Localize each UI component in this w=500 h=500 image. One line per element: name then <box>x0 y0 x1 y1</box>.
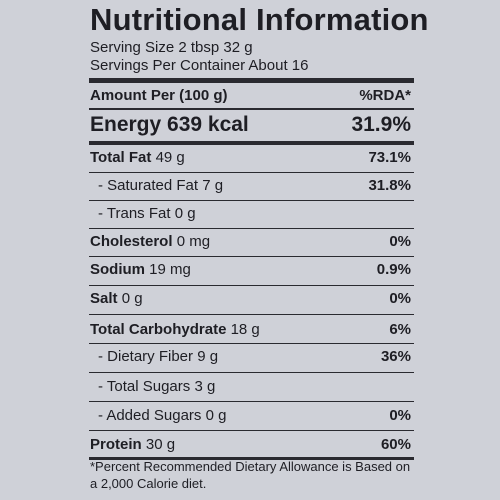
nutrient-rda: 31.8% <box>368 177 411 194</box>
nutrient-amount: 30 g <box>145 436 176 453</box>
nutrient-rda: 73.1% <box>368 149 411 166</box>
nutrient-amount: 7 g <box>202 177 224 194</box>
nutrient-label: - Dietary Fiber 9 g <box>98 343 218 370</box>
divider <box>89 256 414 257</box>
nutrient-rda: 0% <box>389 233 411 250</box>
nutrient-rda: 6% <box>389 321 411 338</box>
nutrient-amount: 0 g <box>174 205 196 222</box>
nutrient-row: - Added Sugars 0 g 0% <box>90 402 411 429</box>
nutrient-row: - Dietary Fiber 9 g 36% <box>90 343 411 370</box>
nutrient-name: - Dietary Fiber <box>98 348 194 365</box>
thick-divider <box>89 141 414 145</box>
nutrient-amount: 0 mg <box>176 233 211 250</box>
nutrient-name: Total Carbohydrate <box>90 321 227 338</box>
nutrient-amount: 3 g <box>194 378 216 395</box>
nutrient-row: Protein 30 g 60% <box>90 431 411 458</box>
energy-rda: 31.9% <box>351 113 411 136</box>
nutrient-amount: 0 g <box>205 407 227 424</box>
nutrient-label: Sodium 19 mg <box>90 256 191 283</box>
nutrient-amount: 49 g <box>155 149 185 166</box>
nutrient-label: - Total Sugars 3 g <box>98 373 215 400</box>
footnote: *Percent Recommended Dietary Allowance i… <box>90 459 411 491</box>
energy-label: Energy 639 kcal <box>90 113 249 136</box>
nutrient-name: Sodium <box>90 261 145 278</box>
nutrient-name: Cholesterol <box>90 233 173 250</box>
table-header: Amount Per (100 g) %RDA* <box>90 82 411 109</box>
nutrient-label: Salt 0 g <box>90 285 143 312</box>
thick-divider <box>89 78 414 83</box>
thick-divider <box>89 457 414 460</box>
nutrient-rda: 36% <box>380 348 411 365</box>
nutrient-label: Protein 30 g <box>90 431 175 458</box>
nutrient-rda: 60% <box>380 436 411 453</box>
nutrient-row: Salt 0 g 0% <box>90 285 411 312</box>
nutrient-name: - Trans Fat <box>98 205 171 222</box>
nutrient-rda: 0% <box>389 290 411 307</box>
rda-header: %RDA* <box>359 87 411 104</box>
label-title: Nutritional Information <box>90 2 429 37</box>
divider <box>89 372 414 373</box>
nutrient-amount: 18 g <box>230 321 260 338</box>
nutrient-label: Cholesterol 0 mg <box>90 228 210 255</box>
serving-size: Serving Size 2 tbsp 32 g <box>90 39 253 56</box>
nutrient-row: - Saturated Fat 7 g 31.8% <box>90 172 411 199</box>
nutrient-label: Total Fat 49 g <box>90 144 185 171</box>
nutrient-row: Total Carbohydrate 18 g 6% <box>90 316 411 343</box>
divider <box>89 343 414 344</box>
divider <box>89 314 414 315</box>
nutrient-row: Sodium 19 mg 0.9% <box>90 256 411 283</box>
nutrient-row: - Total Sugars 3 g <box>90 373 411 400</box>
nutrient-name: - Total Sugars <box>98 378 191 395</box>
nutrient-label: - Saturated Fat 7 g <box>98 172 223 199</box>
divider <box>89 200 414 201</box>
nutrient-label: - Added Sugars 0 g <box>98 402 226 429</box>
nutrient-name: Protein <box>90 436 142 453</box>
divider <box>89 285 414 286</box>
divider <box>89 401 414 402</box>
divider <box>89 430 414 431</box>
nutrient-rda: 0% <box>389 407 411 424</box>
nutrient-amount: 19 mg <box>149 261 191 278</box>
nutrient-label: - Trans Fat 0 g <box>98 200 196 227</box>
nutrient-name: Salt <box>90 290 118 307</box>
servings-per-container: Servings Per Container About 16 <box>90 57 309 74</box>
divider <box>89 172 414 173</box>
energy-row: Energy 639 kcal 31.9% <box>90 110 411 140</box>
divider <box>89 228 414 229</box>
nutrient-name: - Saturated Fat <box>98 177 199 194</box>
divider <box>89 108 414 110</box>
nutrient-rda: 0.9% <box>376 261 411 278</box>
nutrient-amount: 0 g <box>121 290 143 307</box>
amount-per-label: Amount Per (100 g) <box>90 87 228 104</box>
nutrient-name: - Added Sugars <box>98 407 202 424</box>
nutrient-row: - Trans Fat 0 g <box>90 200 411 227</box>
nutrient-name: Total Fat <box>90 149 152 166</box>
nutrient-label: Total Carbohydrate 18 g <box>90 316 260 343</box>
nutrient-row: Total Fat 49 g 73.1% <box>90 144 411 171</box>
nutrient-row: Cholesterol 0 mg 0% <box>90 228 411 255</box>
nutrient-amount: 9 g <box>197 348 219 365</box>
